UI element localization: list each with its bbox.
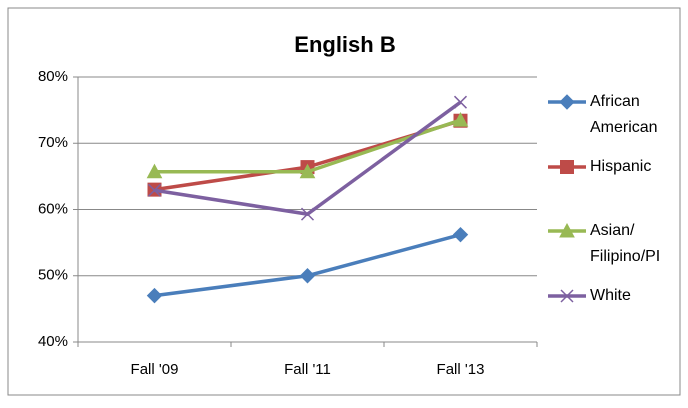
- legend-label-box: Hispanic: [590, 158, 652, 175]
- y-tick-label: 70%: [38, 134, 68, 151]
- data-point: [299, 268, 316, 284]
- legend-marker: [559, 94, 575, 110]
- chart-border: [7, 7, 681, 396]
- legend-marker: [560, 289, 574, 303]
- data-point: [147, 183, 162, 197]
- y-tick-label: 50%: [38, 267, 68, 284]
- y-tick-label: 40%: [38, 333, 68, 350]
- legend-label: Asian/ Filipino/PI: [590, 222, 661, 265]
- data-point: [452, 226, 469, 243]
- legend-label: White: [590, 287, 631, 304]
- y-tick-label: 80%: [38, 68, 68, 85]
- data-point: [453, 95, 468, 109]
- x-tick-label: Fall '13: [437, 361, 485, 378]
- x-tick-label: Fall '11: [284, 361, 331, 378]
- legend-marker: [559, 222, 575, 238]
- data-point: [300, 207, 315, 221]
- chart-title: English B: [294, 32, 395, 57]
- data-point: [299, 163, 316, 179]
- legend-label-box: Asian/ Filipino/PI: [590, 222, 661, 265]
- legend-label-box: White: [590, 287, 631, 304]
- data-point: [452, 112, 469, 127]
- data-point: [146, 287, 163, 304]
- y-tick-label: 60%: [38, 200, 68, 217]
- x-tick-label: Fall '09: [131, 361, 179, 378]
- legend-label: African American: [590, 93, 658, 136]
- legend-label: Hispanic: [590, 158, 652, 175]
- legend-marker: [560, 160, 574, 174]
- data-point: [146, 163, 163, 179]
- legend-label-box: African American: [590, 93, 658, 136]
